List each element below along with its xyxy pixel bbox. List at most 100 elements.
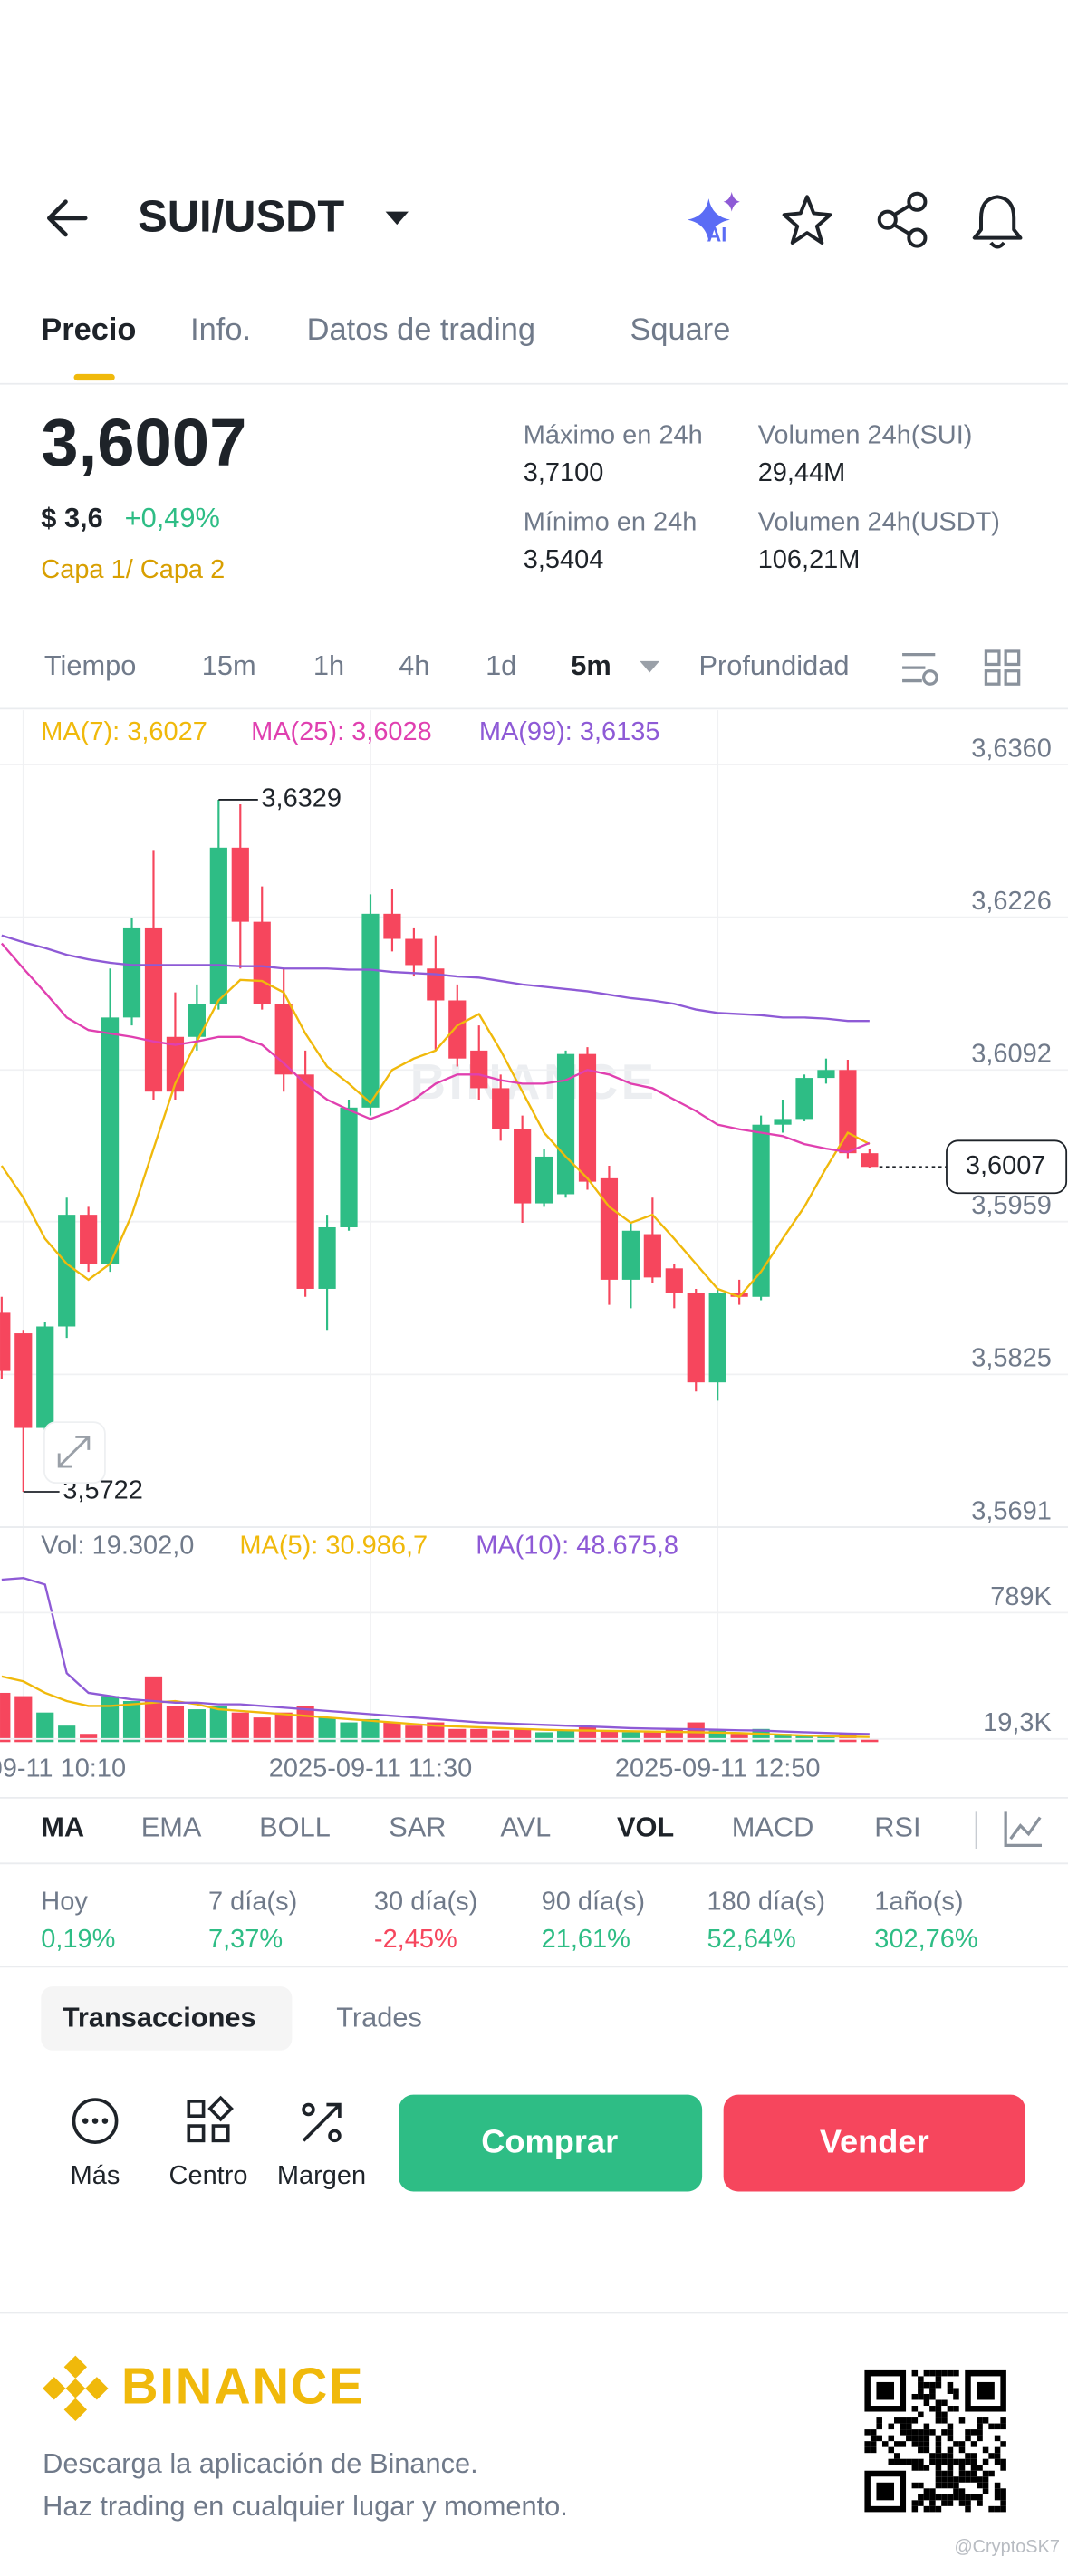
qr-module (970, 2453, 977, 2459)
sector-tag[interactable]: Capa 1/ Capa 2 (41, 555, 225, 584)
qr-module (888, 2446, 895, 2454)
ai-button[interactable]: AI (687, 191, 740, 246)
qr-module (977, 2500, 983, 2506)
qr-module (947, 2494, 954, 2501)
tab[interactable]: Datos de trading (307, 312, 535, 347)
qr-module (958, 2417, 966, 2424)
qr-module (947, 2369, 954, 2377)
volume-bar (80, 1734, 98, 1743)
share-button[interactable] (877, 191, 928, 248)
qr-module (947, 2458, 954, 2465)
qr-module (864, 2429, 871, 2436)
tab[interactable]: Square (630, 312, 730, 347)
volume-bar (58, 1725, 76, 1743)
qr-module (953, 2482, 959, 2489)
interval[interactable]: 1h (313, 649, 344, 681)
qr-module (935, 2441, 942, 2447)
hub-cell (187, 2100, 206, 2119)
tab[interactable]: Info. (190, 312, 251, 347)
qr-module (947, 2446, 954, 2454)
indicator[interactable]: MACD (732, 1811, 814, 1842)
interval[interactable]: Profundidad (699, 649, 850, 681)
margin-dot (302, 2102, 315, 2117)
volume-bar (14, 1696, 33, 1743)
favorite-button[interactable] (782, 195, 832, 245)
volume-bar (383, 1722, 401, 1743)
indicator[interactable]: BOLL (259, 1811, 331, 1842)
interval[interactable]: 4h (399, 649, 429, 681)
volume-tick-label: 789K (990, 1582, 1052, 1611)
volume-bar (730, 1734, 748, 1743)
interval[interactable]: 1d (486, 649, 516, 681)
brand: BINANCE (121, 2357, 364, 2414)
qr-module (894, 2417, 900, 2424)
pair-caret[interactable] (385, 211, 409, 226)
indicator[interactable]: AVL (500, 1811, 551, 1842)
chart-settings-button[interactable] (902, 652, 938, 686)
qr-module (929, 2381, 936, 2389)
qr-module (947, 2500, 954, 2506)
dot (101, 2118, 109, 2124)
back-button[interactable] (46, 199, 88, 237)
sell-button[interactable]: Vender (723, 2094, 1025, 2192)
interval[interactable]: 15m (202, 649, 256, 681)
period-change: 0,19% (41, 1925, 115, 1954)
candle-body (188, 1004, 206, 1037)
qr-module (923, 2369, 930, 2377)
indicator[interactable]: RSI (874, 1811, 920, 1842)
qr-module (947, 2465, 954, 2471)
qr-module (929, 2494, 936, 2501)
volume-bar (643, 1732, 661, 1743)
indicator-selected[interactable]: MA (41, 1811, 84, 1842)
qr-module (953, 2369, 959, 2377)
alert-button[interactable] (972, 195, 1023, 249)
layout-button[interactable] (984, 649, 1021, 686)
margin-button[interactable]: Margen (277, 2102, 366, 2190)
indicator-settings-button[interactable] (1004, 1811, 1043, 1848)
qr-module (918, 2435, 924, 2442)
qr-module (982, 2482, 989, 2489)
interval-selected[interactable]: 5m (571, 649, 611, 681)
share-links (892, 203, 912, 236)
qr-module (929, 2406, 936, 2412)
qr-module (947, 2482, 954, 2489)
tab[interactable]: Precio (41, 312, 136, 347)
indicator[interactable]: SAR (389, 1811, 446, 1842)
fiat-price: $ 3,6 (41, 502, 102, 533)
qr-module (900, 2441, 907, 2447)
qr-module (941, 2470, 948, 2477)
action-label: Más (71, 2161, 120, 2190)
qr-module (953, 2488, 959, 2494)
qr-module (958, 2476, 966, 2483)
indicator[interactable]: EMA (141, 1811, 202, 1842)
qr-module (918, 2494, 924, 2501)
qr-module (881, 2441, 889, 2447)
trade-tab[interactable]: Trades (336, 2001, 422, 2033)
x-tick-label: 2025-09-11 10:10 (0, 1754, 126, 1783)
qr-module (918, 2376, 924, 2382)
pair-title[interactable]: SUI/USDT (138, 193, 344, 242)
qr-module (965, 2494, 971, 2501)
buy-button[interactable]: Comprar (399, 2094, 703, 2192)
qr-finder (876, 2482, 895, 2501)
qr-module (906, 2429, 912, 2436)
logo-mark (43, 2355, 109, 2422)
qr-module (994, 2505, 1001, 2513)
ma-legend: MA(99): 3,6135 (479, 717, 660, 746)
interval[interactable]: Tiempo (44, 649, 136, 681)
hub-button[interactable]: Centro (169, 2095, 248, 2190)
action-label: Margen (277, 2161, 366, 2190)
qr-module (894, 2441, 900, 2447)
more-button[interactable]: Más (71, 2098, 120, 2190)
qr-module (911, 2435, 919, 2442)
chart-watermark: BINANCE (410, 1054, 658, 1110)
interval-caret[interactable] (640, 660, 660, 673)
action-label: Centro (169, 2161, 248, 2190)
expand-button[interactable] (43, 1421, 106, 1485)
qr-module (1000, 2465, 1006, 2471)
dot (91, 2118, 99, 2124)
indicator-selected[interactable]: VOL (617, 1811, 674, 1842)
qr-module (923, 2381, 930, 2389)
trade-tab[interactable]: Transacciones (63, 2001, 256, 2033)
qr-module (1000, 2505, 1006, 2513)
